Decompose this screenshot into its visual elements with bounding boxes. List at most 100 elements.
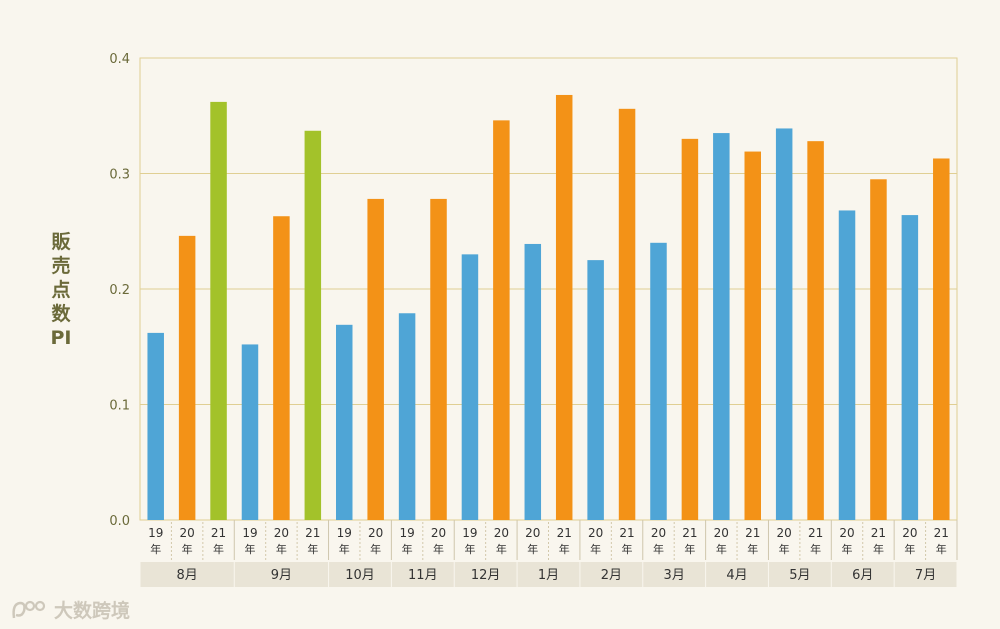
x-tick-year-suffix: 年: [527, 542, 538, 556]
month-band: [329, 562, 391, 587]
bar: [650, 242, 667, 521]
x-tick-year: 19: [242, 526, 257, 540]
bar: [901, 215, 919, 520]
x-tick-year: 20: [839, 526, 854, 540]
month-label: 10月: [345, 568, 375, 583]
bar: [398, 313, 416, 520]
month-label: 7月: [915, 568, 936, 583]
x-tick-year-suffix: 年: [276, 542, 287, 556]
bar: [838, 210, 856, 520]
month-band: [454, 562, 517, 587]
y-tick-label: 0.4: [109, 52, 130, 67]
month-label: 8月: [176, 568, 197, 583]
x-tick-year-suffix: 年: [496, 542, 507, 556]
x-tick-year: 21: [305, 526, 320, 540]
month-label: 9月: [271, 568, 292, 583]
y-axis-label-char: 点: [51, 279, 71, 301]
bar: [713, 133, 730, 520]
bar: [367, 198, 384, 520]
bar: [524, 243, 542, 520]
x-tick-year-suffix: 年: [213, 542, 224, 556]
logo-icon: [12, 600, 46, 618]
bar: [178, 235, 196, 520]
bar: [493, 120, 510, 521]
bar: [430, 198, 447, 520]
bar: [555, 94, 573, 521]
x-tick-year-suffix: 年: [747, 542, 758, 556]
x-tick-year: 19: [462, 526, 477, 540]
bar: [744, 151, 761, 520]
bar: [681, 138, 699, 520]
x-tick-year: 21: [871, 526, 886, 540]
x-tick-year-suffix: 年: [307, 542, 318, 556]
x-tick-year-suffix: 年: [370, 542, 381, 556]
y-axis-label: 販売点数 PI: [44, 230, 78, 350]
month-band: [706, 562, 768, 587]
y-axis-label-char: PI: [50, 327, 72, 349]
bar: [147, 332, 164, 520]
x-tick-year: 19: [337, 526, 352, 540]
y-axis-label-char: 販: [51, 231, 71, 253]
x-tick-year: 21: [745, 526, 760, 540]
x-tick-year: 20: [274, 526, 289, 540]
month-band: [643, 562, 706, 587]
month-label: 5月: [789, 568, 810, 583]
x-tick-year: 20: [902, 526, 917, 540]
bar: [870, 179, 887, 520]
month-band: [391, 562, 454, 587]
month-label: 4月: [726, 568, 747, 583]
month-label: 6月: [852, 568, 873, 583]
month-band: [580, 562, 643, 587]
x-tick-year: 20: [525, 526, 540, 540]
x-tick-year: 19: [148, 526, 163, 540]
x-tick-year-suffix: 年: [904, 542, 915, 556]
x-tick-year: 21: [808, 526, 823, 540]
x-tick-year: 21: [934, 526, 949, 540]
x-tick-year-suffix: 年: [810, 542, 821, 556]
month-label: 12月: [471, 568, 501, 583]
x-tick-year-suffix: 年: [622, 542, 633, 556]
x-tick-year-suffix: 年: [684, 542, 695, 556]
bar: [304, 130, 322, 520]
bar: [210, 101, 227, 520]
month-band: [831, 562, 894, 587]
x-tick-year: 20: [588, 526, 603, 540]
x-tick-year-suffix: 年: [402, 542, 413, 556]
x-tick-year-suffix: 年: [244, 542, 255, 556]
month-band: [517, 562, 580, 587]
bar: [775, 128, 793, 520]
month-band: [234, 562, 329, 587]
x-tick-year-suffix: 年: [590, 542, 601, 556]
x-tick-year-suffix: 年: [150, 542, 161, 556]
x-tick-year: 20: [651, 526, 666, 540]
bar: [461, 254, 479, 520]
month-label: 2月: [601, 568, 622, 583]
x-tick-year-suffix: 年: [182, 542, 193, 556]
y-tick-label: 0.1: [109, 399, 130, 414]
x-tick-year: 20: [179, 526, 194, 540]
x-tick-year: 21: [211, 526, 226, 540]
x-tick-year: 19: [399, 526, 414, 540]
x-tick-year-suffix: 年: [339, 542, 350, 556]
y-axis-label-char: 数: [51, 303, 71, 325]
y-axis-label-char: 売: [51, 255, 71, 277]
watermark-text: 大数跨境: [54, 600, 131, 622]
bar: [933, 158, 950, 521]
x-tick-year: 21: [557, 526, 572, 540]
x-tick-year-suffix: 年: [653, 542, 664, 556]
y-tick-label: 0.3: [109, 168, 130, 183]
x-tick-year-suffix: 年: [464, 542, 475, 556]
x-tick-year-suffix: 年: [433, 542, 444, 556]
x-tick-year: 20: [494, 526, 509, 540]
x-tick-year: 21: [682, 526, 697, 540]
x-tick-year: 20: [714, 526, 729, 540]
x-tick-year-suffix: 年: [842, 542, 853, 556]
x-tick-year-suffix: 年: [873, 542, 884, 556]
month-label: 3月: [664, 568, 685, 583]
bar: [618, 108, 636, 520]
month-label: 1月: [538, 568, 559, 583]
watermark: 大数跨境: [10, 596, 130, 623]
x-tick-year-suffix: 年: [779, 542, 790, 556]
month-band: [140, 562, 234, 587]
